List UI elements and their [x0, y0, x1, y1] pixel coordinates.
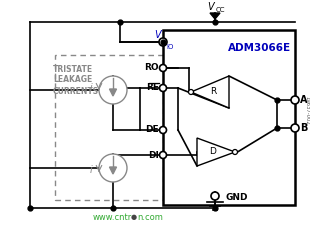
Text: D: D [210, 148, 216, 156]
Text: B: B [300, 123, 308, 133]
Circle shape [99, 76, 127, 104]
Text: LEAKAGE: LEAKAGE [53, 76, 92, 84]
Text: RE: RE [146, 84, 159, 92]
Circle shape [99, 154, 127, 182]
Polygon shape [210, 13, 220, 19]
Bar [163, 30, 295, 205]
Circle shape [291, 124, 299, 132]
Text: ●: ● [131, 214, 137, 220]
Text: V: V [207, 2, 214, 12]
Text: DE: DE [145, 126, 159, 135]
Text: 19637-002: 19637-002 [304, 96, 309, 124]
Circle shape [232, 150, 237, 155]
Polygon shape [109, 167, 117, 174]
Text: n.com: n.com [137, 212, 163, 222]
Text: www.cntr: www.cntr [93, 212, 132, 222]
Circle shape [160, 126, 166, 133]
Text: R: R [210, 87, 216, 96]
Circle shape [211, 192, 219, 200]
Polygon shape [109, 89, 117, 96]
Circle shape [160, 64, 166, 72]
Circle shape [291, 96, 299, 104]
Circle shape [160, 151, 166, 158]
Circle shape [160, 84, 166, 91]
Polygon shape [191, 76, 229, 108]
Bar [55, 55, 163, 200]
Polygon shape [197, 138, 235, 166]
Text: i: i [90, 83, 92, 93]
Text: RO: RO [144, 64, 159, 72]
Text: CURRENTS: CURRENTS [53, 86, 99, 96]
Text: IO: IO [166, 44, 173, 50]
Circle shape [188, 89, 193, 94]
Text: DI: DI [148, 151, 159, 160]
Text: A: A [300, 95, 308, 105]
Text: CC: CC [216, 7, 225, 12]
Text: GND: GND [225, 193, 247, 202]
Circle shape [159, 38, 167, 46]
Text: TRISTATE: TRISTATE [53, 64, 93, 74]
Text: i: i [90, 165, 92, 175]
Text: ADM3066E: ADM3066E [228, 43, 291, 53]
Text: V: V [154, 30, 161, 40]
